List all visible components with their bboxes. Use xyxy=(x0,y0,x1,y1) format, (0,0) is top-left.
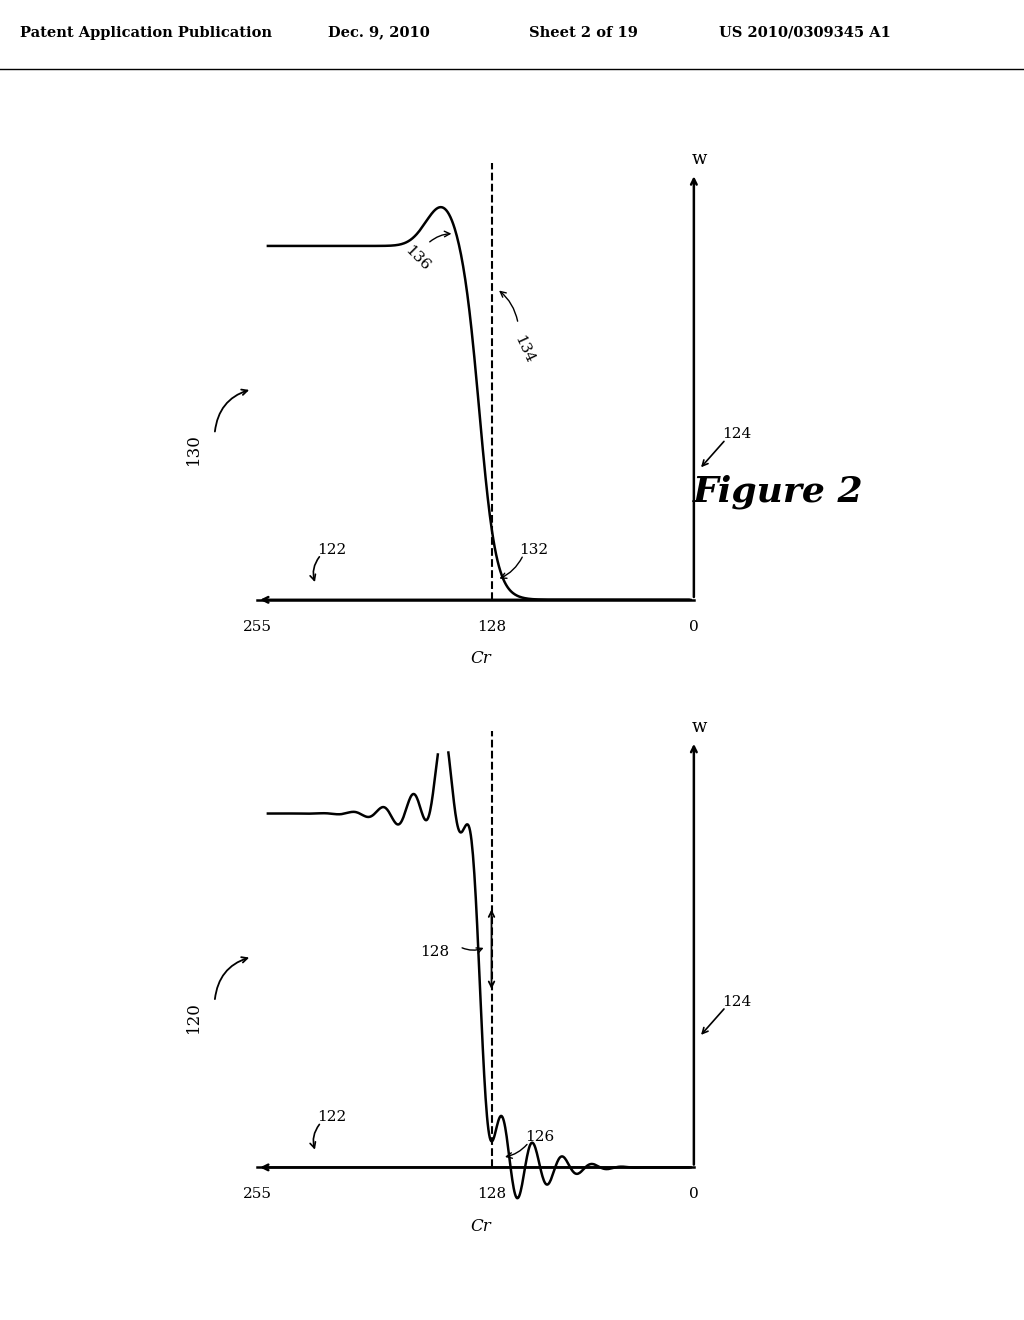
Text: 126: 126 xyxy=(525,1130,554,1144)
Text: 134: 134 xyxy=(511,333,536,366)
Text: 128: 128 xyxy=(420,945,449,958)
Text: 255: 255 xyxy=(243,620,271,634)
Text: US 2010/0309345 A1: US 2010/0309345 A1 xyxy=(719,25,891,40)
Text: 0: 0 xyxy=(689,620,698,634)
Text: 124: 124 xyxy=(722,995,751,1008)
Text: 128: 128 xyxy=(477,1188,506,1201)
Text: 122: 122 xyxy=(317,1110,346,1125)
Text: 120: 120 xyxy=(184,1001,202,1032)
Text: 136: 136 xyxy=(401,243,432,275)
Text: Dec. 9, 2010: Dec. 9, 2010 xyxy=(328,25,430,40)
Text: Cr: Cr xyxy=(470,1217,492,1234)
Text: 132: 132 xyxy=(519,543,549,557)
Text: Figure 2: Figure 2 xyxy=(693,475,863,510)
Text: Cr: Cr xyxy=(470,649,492,667)
Text: 130: 130 xyxy=(184,433,202,465)
Text: Patent Application Publication: Patent Application Publication xyxy=(20,25,272,40)
Text: 124: 124 xyxy=(722,428,751,441)
Text: w: w xyxy=(691,150,707,169)
Text: 122: 122 xyxy=(317,543,346,557)
Text: w: w xyxy=(691,718,707,737)
Text: 128: 128 xyxy=(477,620,506,634)
Text: 0: 0 xyxy=(689,1188,698,1201)
Text: 255: 255 xyxy=(243,1188,271,1201)
Text: Sheet 2 of 19: Sheet 2 of 19 xyxy=(529,25,638,40)
